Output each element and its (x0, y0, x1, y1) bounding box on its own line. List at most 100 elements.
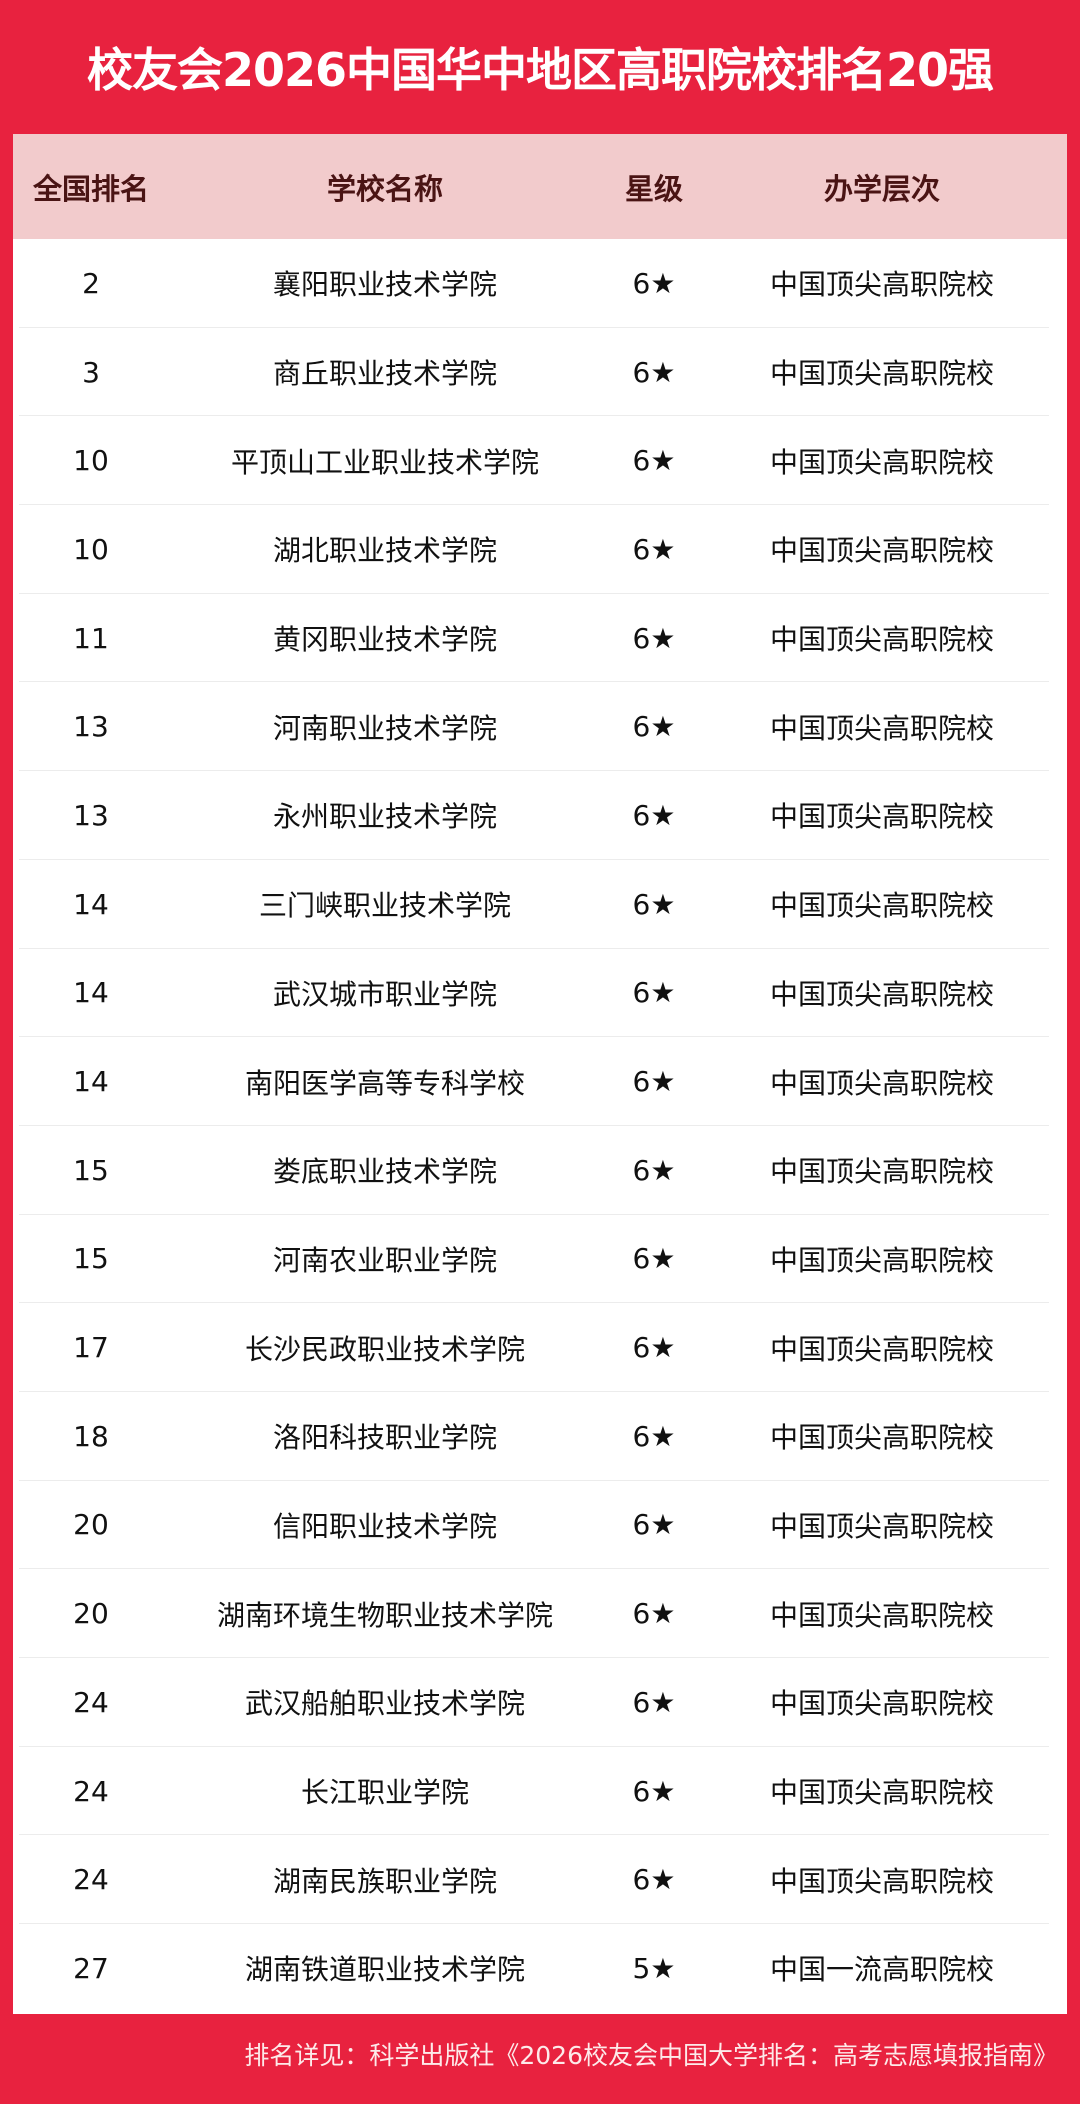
level-cell: 中国顶尖高职院校 (769, 977, 994, 1011)
level-cell: 中国顶尖高职院校 (769, 1509, 994, 1543)
table-row: 11 黄冈职业技术学院 6★ 中国顶尖高职院校 (13, 594, 1067, 683)
star-rating-cell: 6★ (632, 621, 676, 655)
school-name-cell: 商丘职业技术学院 (272, 357, 497, 391)
school-name-cell: 洛阳科技职业学院 (272, 1421, 497, 1455)
school-name-cell: 武汉城市职业学院 (272, 977, 497, 1011)
table-row: 10 平顶山工业职业技术学院 6★ 中国顶尖高职院校 (13, 416, 1067, 505)
table-row: 24 武汉船舶职业技术学院 6★ 中国顶尖高职院校 (13, 1658, 1067, 1747)
star-rating-cell: 5★ (632, 1951, 676, 1985)
level-cell: 中国顶尖高职院校 (769, 1776, 994, 1810)
level-cell: 中国顶尖高职院校 (769, 889, 994, 923)
rank-cell: 14 (73, 976, 109, 1010)
level-cell: 中国顶尖高职院校 (769, 1687, 994, 1721)
table-row: 14 南阳医学高等专科学校 6★ 中国顶尖高职院校 (13, 1037, 1067, 1126)
level-cell: 中国顶尖高职院校 (769, 711, 994, 745)
page-title: 校友会2026中国华中地区高职院校排名20强 (86, 43, 994, 97)
level-cell: 中国顶尖高职院校 (769, 445, 994, 479)
level-cell: 中国一流高职院校 (769, 1953, 994, 1987)
level-cell: 中国顶尖高职院校 (769, 1421, 994, 1455)
star-rating-cell: 6★ (632, 1597, 676, 1631)
source-note: 排名详见：科学出版社《2026校友会中国大学排名：高考志愿填报指南》 (244, 2041, 1058, 2070)
school-name-cell: 永州职业技术学院 (272, 800, 497, 834)
rank-cell: 13 (73, 710, 109, 744)
rank-cell: 2 (82, 266, 100, 300)
table-row: 20 湖南环境生物职业技术学院 6★ 中国顶尖高职院校 (13, 1569, 1067, 1658)
table-body: 2 襄阳职业技术学院 6★ 中国顶尖高职院校 3 商丘职业技术学院 6★ 中国顶尖高职院校 10… (13, 239, 1067, 2013)
rank-cell: 3 (82, 355, 100, 389)
rank-cell: 24 (73, 1863, 109, 1897)
rank-cell: 24 (73, 1685, 109, 1719)
level-cell: 中国顶尖高职院校 (769, 1155, 994, 1189)
star-rating-cell: 6★ (632, 266, 676, 300)
school-name-cell: 湖南民族职业学院 (272, 1864, 497, 1898)
star-rating-cell: 6★ (632, 798, 676, 832)
level-cell: 中国顶尖高职院校 (769, 1864, 994, 1898)
school-name-cell: 南阳医学高等专科学校 (244, 1066, 525, 1100)
rank-cell: 13 (73, 798, 109, 832)
level-cell: 中国顶尖高职院校 (769, 1243, 994, 1277)
rank-cell: 14 (73, 887, 109, 921)
star-rating-cell: 6★ (632, 1774, 676, 1808)
table-row: 18 洛阳科技职业学院 6★ 中国顶尖高职院校 (13, 1392, 1067, 1481)
table-row: 15 河南农业职业学院 6★ 中国顶尖高职院校 (13, 1215, 1067, 1304)
school-name-cell: 湖南铁道职业技术学院 (244, 1953, 525, 1987)
table-row: 3 商丘职业技术学院 6★ 中国顶尖高职院校 (13, 328, 1067, 417)
table-row: 14 三门峡职业技术学院 6★ 中国顶尖高职院校 (13, 860, 1067, 949)
table-row: 15 娄底职业技术学院 6★ 中国顶尖高职院校 (13, 1126, 1067, 1215)
rank-cell: 20 (73, 1597, 109, 1631)
star-rating-cell: 6★ (632, 1419, 676, 1453)
ranking-table: 全国排名 学校名称 星级 办学层次 2 襄阳职业技术学院 6★ 中国顶尖高职院校 3 商丘… (13, 134, 1067, 2014)
level-cell: 中国顶尖高职院校 (769, 1066, 994, 1100)
star-rating-cell: 6★ (632, 710, 676, 744)
star-rating-cell: 6★ (632, 1065, 676, 1099)
table-row: 27 湖南铁道职业技术学院 5★ 中国一流高职院校 (13, 1924, 1067, 2013)
rank-cell: 24 (73, 1774, 109, 1808)
rank-cell: 27 (73, 1951, 109, 1985)
rank-cell: 20 (73, 1508, 109, 1542)
school-name-cell: 黄冈职业技术学院 (272, 623, 497, 657)
column-header-rank: 全国排名 (32, 171, 149, 206)
rank-cell: 18 (73, 1419, 109, 1453)
level-cell: 中国顶尖高职院校 (769, 800, 994, 834)
star-rating-cell: 6★ (632, 887, 676, 921)
school-name-cell: 长江职业学院 (300, 1776, 469, 1810)
rank-cell: 10 (73, 444, 109, 478)
school-name-cell: 长沙民政职业技术学院 (244, 1332, 525, 1366)
rank-cell: 15 (73, 1153, 109, 1187)
level-cell: 中国顶尖高职院校 (769, 623, 994, 657)
school-name-cell: 三门峡职业技术学院 (258, 889, 511, 923)
star-rating-cell: 6★ (632, 976, 676, 1010)
table-header: 全国排名 学校名称 星级 办学层次 (13, 134, 1067, 239)
level-cell: 中国顶尖高职院校 (769, 1332, 994, 1366)
column-header-stars: 星级 (624, 171, 683, 206)
rank-cell: 17 (73, 1331, 109, 1365)
table-row: 20 信阳职业技术学院 6★ 中国顶尖高职院校 (13, 1481, 1067, 1570)
school-name-cell: 娄底职业技术学院 (272, 1155, 497, 1189)
school-name-cell: 武汉船舶职业技术学院 (244, 1687, 525, 1721)
star-rating-cell: 6★ (632, 444, 676, 478)
school-name-cell: 湖南环境生物职业技术学院 (216, 1598, 553, 1632)
level-cell: 中国顶尖高职院校 (769, 357, 994, 391)
school-name-cell: 河南农业职业学院 (272, 1243, 497, 1277)
star-rating-cell: 6★ (632, 1242, 676, 1276)
table-row: 13 永州职业技术学院 6★ 中国顶尖高职院校 (13, 771, 1067, 860)
table-row: 24 长江职业学院 6★ 中国顶尖高职院校 (13, 1747, 1067, 1836)
star-rating-cell: 6★ (632, 1863, 676, 1897)
rank-cell: 14 (73, 1065, 109, 1099)
star-rating-cell: 6★ (632, 355, 676, 389)
level-cell: 中国顶尖高职院校 (769, 1598, 994, 1632)
table-row: 13 河南职业技术学院 6★ 中国顶尖高职院校 (13, 682, 1067, 771)
level-cell: 中国顶尖高职院校 (769, 268, 994, 302)
rank-cell: 11 (73, 621, 109, 655)
school-name-cell: 信阳职业技术学院 (272, 1509, 497, 1543)
star-rating-cell: 6★ (632, 1153, 676, 1187)
school-name-cell: 河南职业技术学院 (272, 711, 497, 745)
school-name-cell: 襄阳职业技术学院 (272, 268, 497, 302)
table-row: 14 武汉城市职业学院 6★ 中国顶尖高职院校 (13, 949, 1067, 1038)
table-row: 24 湖南民族职业学院 6★ 中国顶尖高职院校 (13, 1835, 1067, 1924)
school-name-cell: 湖北职业技术学院 (272, 534, 497, 568)
table-row: 17 长沙民政职业技术学院 6★ 中国顶尖高职院校 (13, 1303, 1067, 1392)
rank-cell: 15 (73, 1242, 109, 1276)
level-cell: 中国顶尖高职院校 (769, 534, 994, 568)
table-row: 2 襄阳职业技术学院 6★ 中国顶尖高职院校 (13, 239, 1067, 328)
